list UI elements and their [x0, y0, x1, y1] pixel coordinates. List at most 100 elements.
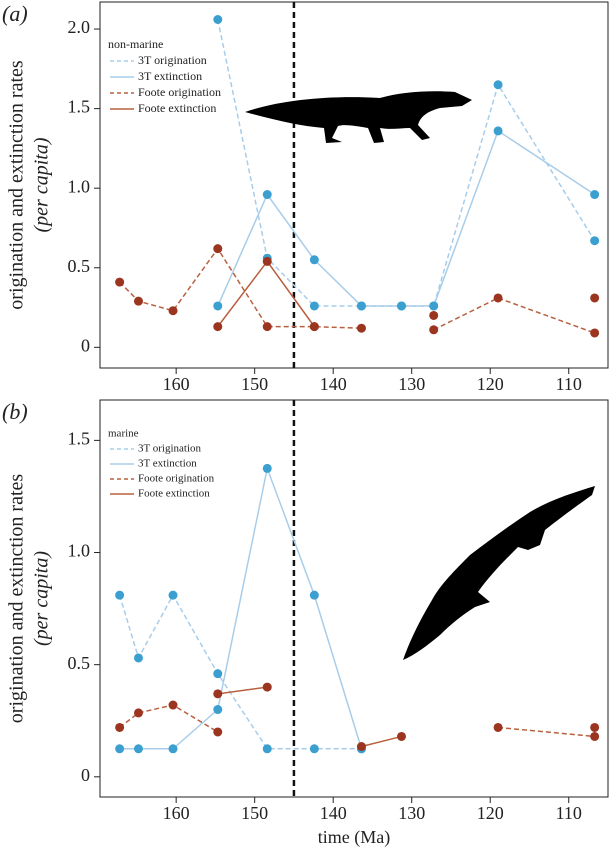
data-point	[168, 700, 178, 710]
data-point	[590, 731, 600, 741]
legend-label: 3T origination	[138, 443, 202, 455]
data-point	[262, 322, 272, 332]
data-point	[133, 653, 143, 663]
data-point	[262, 744, 272, 754]
data-point	[133, 744, 143, 754]
legend-label: 3T origination	[138, 53, 207, 67]
series-line	[119, 704, 595, 738]
data-point	[213, 15, 223, 25]
data-point	[262, 190, 272, 200]
series-line	[218, 687, 595, 746]
x-tick-label: 140	[320, 803, 347, 823]
y-tick-label: 0	[81, 335, 90, 355]
legend-label: Foote extinction	[138, 488, 210, 500]
data-point	[397, 731, 407, 741]
data-point	[309, 590, 319, 600]
x-tick-label: 160	[163, 803, 190, 823]
y-tick-label: 0.5	[68, 653, 91, 673]
legend-label: Foote origination	[138, 85, 221, 99]
y-tick-label: 1.0	[68, 541, 91, 561]
y-tick-label: 2.0	[68, 17, 91, 37]
panel-label: (a)	[2, 1, 28, 26]
series-line	[118, 593, 362, 750]
x-tick-label: 130	[398, 803, 425, 823]
data-point	[309, 744, 319, 754]
data-point	[262, 256, 272, 266]
data-point	[213, 301, 223, 311]
data-point	[429, 301, 439, 311]
legend-label: Foote origination	[138, 473, 215, 485]
data-point	[590, 236, 600, 246]
x-tick-label: 140	[320, 374, 347, 394]
data-point	[168, 306, 178, 316]
data-point	[115, 277, 125, 287]
data-point	[115, 744, 125, 754]
data-point	[133, 708, 143, 718]
data-point	[397, 301, 407, 311]
data-point	[590, 328, 600, 338]
y-axis-note: (per capita)	[31, 137, 53, 232]
data-point	[429, 325, 439, 335]
data-point	[213, 322, 223, 332]
data-point	[309, 322, 319, 332]
data-point	[493, 722, 503, 732]
x-tick-label: 150	[241, 374, 268, 394]
x-tick-label: 110	[556, 374, 582, 394]
data-point	[133, 296, 143, 306]
data-point	[493, 80, 503, 90]
x-axis-label: time (Ma)	[318, 827, 390, 848]
y-tick-label: 1.0	[68, 176, 91, 196]
y-axis-label: origination and extinction rates	[6, 474, 28, 724]
data-point	[493, 126, 503, 136]
y-tick-label: 0	[81, 765, 90, 785]
x-tick-label: 120	[477, 374, 504, 394]
data-point	[356, 301, 366, 311]
series-line	[217, 129, 596, 307]
data-point	[356, 323, 366, 333]
x-tick-label: 130	[398, 374, 425, 394]
legend-title: marine	[108, 428, 139, 440]
silhouette-marine	[403, 486, 595, 660]
data-point	[213, 669, 223, 679]
legend-label: Foote extinction	[138, 101, 216, 115]
data-point	[213, 727, 223, 737]
y-axis-label: origination and extinction rates	[6, 60, 28, 310]
data-point	[429, 310, 439, 320]
plot-frame	[99, 399, 609, 798]
x-tick-label: 160	[163, 374, 190, 394]
data-point	[309, 255, 319, 265]
x-tick-label: 150	[241, 803, 268, 823]
legend-title: non-marine	[108, 37, 163, 51]
y-tick-label: 1.5	[68, 97, 91, 117]
data-point	[213, 705, 223, 715]
legend-label: 3T extinction	[138, 458, 197, 470]
data-point	[168, 744, 178, 754]
data-point	[115, 722, 125, 732]
data-point	[168, 590, 178, 600]
panel-label: (b)	[2, 399, 28, 424]
data-point	[213, 689, 223, 699]
data-point	[213, 244, 223, 254]
data-point	[356, 742, 366, 752]
series-line	[218, 261, 595, 326]
data-point	[493, 293, 503, 303]
y-tick-label: 0.5	[68, 256, 91, 276]
series-line	[119, 247, 595, 334]
data-point	[262, 463, 272, 473]
x-tick-label: 120	[477, 803, 504, 823]
series-line	[119, 465, 363, 750]
silhouette-land	[245, 91, 472, 143]
data-point	[590, 293, 600, 303]
data-point	[115, 590, 125, 600]
y-tick-label: 1.5	[68, 428, 91, 448]
y-axis-note: (per capita)	[31, 551, 53, 646]
legend-label: 3T extinction	[138, 69, 202, 83]
data-point	[309, 301, 319, 311]
x-tick-label: 110	[556, 803, 582, 823]
data-point	[590, 722, 600, 732]
plot-frame	[99, 1, 609, 369]
data-point	[590, 190, 600, 200]
series-line	[217, 19, 596, 307]
